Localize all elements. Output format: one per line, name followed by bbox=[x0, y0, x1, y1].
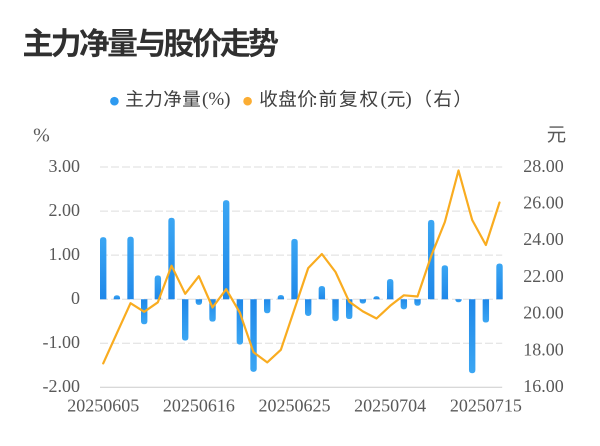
svg-text:20250605: 20250605 bbox=[67, 396, 139, 416]
svg-text:20.00: 20.00 bbox=[523, 303, 564, 323]
svg-text:%: % bbox=[33, 125, 50, 147]
svg-text:26.00: 26.00 bbox=[523, 193, 564, 213]
svg-text:24.00: 24.00 bbox=[523, 229, 564, 249]
svg-text:28.00: 28.00 bbox=[523, 156, 564, 176]
svg-text:1.00: 1.00 bbox=[49, 244, 81, 264]
svg-text:(: ( bbox=[381, 89, 387, 110]
svg-text:(%): (%) bbox=[202, 89, 230, 110]
svg-text:18.00: 18.00 bbox=[523, 339, 564, 359]
svg-text:3.00: 3.00 bbox=[49, 156, 81, 176]
svg-text:-1.00: -1.00 bbox=[43, 332, 81, 352]
svg-text::: : bbox=[312, 89, 317, 110]
svg-text:20250704: 20250704 bbox=[354, 396, 426, 416]
svg-text:22.00: 22.00 bbox=[523, 266, 564, 286]
svg-text:): ) bbox=[405, 89, 411, 110]
svg-text:0: 0 bbox=[71, 288, 80, 308]
svg-text:20250625: 20250625 bbox=[259, 396, 331, 416]
svg-text:16.00: 16.00 bbox=[523, 376, 564, 396]
svg-text:20250616: 20250616 bbox=[163, 396, 235, 416]
svg-text:2.00: 2.00 bbox=[49, 200, 81, 220]
svg-text:20250715: 20250715 bbox=[450, 396, 522, 416]
svg-text:-2.00: -2.00 bbox=[43, 376, 81, 396]
